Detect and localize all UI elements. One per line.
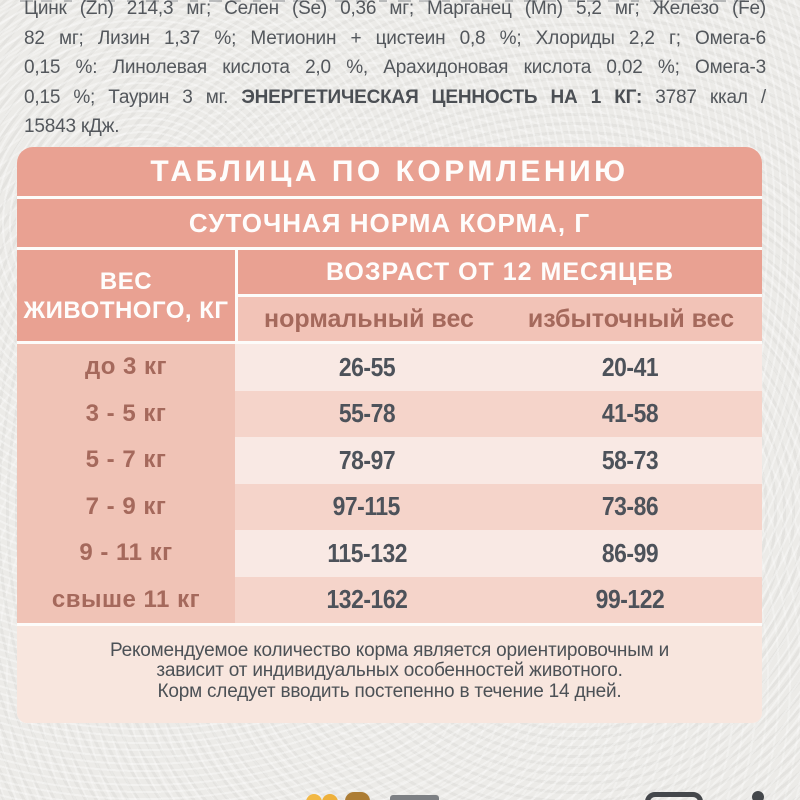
nutrition-line: 0,15 %: Линолевая кислота 2,0 %, Арахидо… (24, 57, 766, 78)
nutrition-line-part: 3787 ккал / (642, 86, 766, 108)
value-text: 41-58 (602, 398, 659, 429)
nutrition-line: 0,15 %; Таурин 3 мг. ЭНЕРГЕТИЧЕСКАЯ ЦЕНН… (24, 83, 766, 113)
table-body: до 3 кг 3 - 5 кг 5 - 7 кг 7 - 9 кг 9 - 1… (17, 344, 762, 623)
col-header-excess-weight: избыточный вес (527, 304, 735, 333)
value-text: 99-122 (595, 584, 665, 615)
yellow-circle-icon (322, 794, 338, 800)
value-excess-weight: 73-86 (499, 484, 763, 531)
weight-row-label: 7 - 9 кг (85, 492, 167, 520)
note-line: Рекомендуемое количество корма является … (109, 639, 670, 661)
yellow-circle-icon (306, 794, 322, 800)
col-header-normal-weight: нормальный вес (264, 304, 474, 333)
table-row: 78-97 58-73 (235, 437, 762, 484)
energy-value-label: ЭНЕРГЕТИЧЕСКАЯ ЦЕННОСТЬ НА 1 КГ: (241, 86, 643, 108)
table-header-row: ВЕС ЖИВОТНОГО, КГ ВОЗРАСТ ОТ 12 МЕСЯЦЕВ … (17, 250, 762, 341)
weight-labels-column: до 3 кг 3 - 5 кг 5 - 7 кг 7 - 9 кг 9 - 1… (17, 344, 235, 623)
age-header: ВОЗРАСТ ОТ 12 МЕСЯЦЕВ (238, 250, 762, 294)
nutrition-line: Цинк (Zn) 214,3 мг; Селен (Se) 0,36 мг; … (24, 0, 766, 19)
dark-frame-icon (645, 792, 703, 800)
table-row: 97-115 73-86 (235, 483, 763, 531)
value-excess-weight: 86-99 (499, 530, 763, 577)
value-text: 58-73 (602, 444, 659, 475)
weight-row-label: до 3 кг (84, 353, 168, 381)
table-row: 26-55 20-41 (235, 344, 762, 391)
value-normal-weight: 26-55 (235, 344, 499, 391)
value-text: 97-115 (333, 491, 401, 522)
value-text: 78-97 (338, 444, 396, 475)
table-row: 115-132 86-99 (235, 530, 762, 577)
value-text: 132-162 (326, 584, 408, 615)
dark-dot-icon (752, 791, 764, 800)
note-line: зависит от индивидуальных особенностей ж… (156, 660, 623, 682)
value-text: 55-78 (338, 398, 396, 429)
weight-row-label: свыше 11 кг (51, 585, 201, 613)
weight-row-label: 9 - 11 кг (79, 539, 173, 567)
value-normal-weight: 55-78 (235, 391, 499, 438)
brown-badge-icon (345, 792, 370, 800)
value-normal-weight: 132-162 (235, 577, 499, 624)
note-line: Корм следует вводить постепенно в течени… (157, 680, 622, 702)
feeding-table-title: ТАБЛИЦА ПО КОРМЛЕНИЮ (17, 147, 762, 196)
clipped-text-sliver (20, 0, 764, 2)
value-normal-weight: 97-115 (235, 484, 499, 531)
age-column-group: ВОЗРАСТ ОТ 12 МЕСЯЦЕВ нормальный вес изб… (238, 250, 762, 341)
value-normal-weight: 115-132 (235, 530, 499, 577)
weight-column-header: ВЕС ЖИВОТНОГО, КГ (17, 250, 235, 341)
table-row: 132-162 99-122 (235, 576, 763, 624)
value-excess-weight: 20-41 (499, 344, 763, 391)
nutrition-line: 15843 кДж. (24, 116, 120, 137)
weight-row-label: 3 - 5 кг (85, 399, 167, 427)
weight-type-subheader: нормальный вес избыточный вес (238, 297, 762, 341)
feeding-table: ТАБЛИЦА ПО КОРМЛЕНИЮ СУТОЧНАЯ НОРМА КОРМ… (17, 147, 762, 723)
nutrition-info-text: Цинк (Zn) 214,3 мг; Селен (Se) 0,36 мг; … (24, 0, 766, 142)
value-text: 20-41 (602, 351, 659, 382)
nutrition-line: 82 мг; Лизин 1,37 %; Метионин + цистеин … (24, 27, 766, 49)
gray-box-icon (390, 795, 439, 800)
feeding-note: Рекомендуемое количество корма является … (17, 626, 762, 723)
table-row: 55-78 41-58 (235, 390, 763, 438)
value-text: 26-55 (338, 351, 396, 382)
nutrition-line-part: 0,15 %; Таурин 3 мг. (24, 86, 242, 108)
value-excess-weight: 41-58 (499, 391, 763, 438)
value-excess-weight: 99-122 (499, 577, 763, 624)
value-text: 86-99 (602, 537, 659, 568)
value-normal-weight: 78-97 (235, 437, 499, 484)
value-text: 115-132 (326, 537, 407, 568)
value-excess-weight: 58-73 (499, 437, 763, 484)
weight-row-label: 5 - 7 кг (85, 446, 167, 474)
daily-amount-subtitle: СУТОЧНАЯ НОРМА КОРМА, Г (17, 199, 762, 247)
value-text: 73-86 (602, 491, 659, 522)
values-columns: 26-55 20-41 55-78 41-58 78-97 58-73 97-1… (235, 344, 762, 623)
